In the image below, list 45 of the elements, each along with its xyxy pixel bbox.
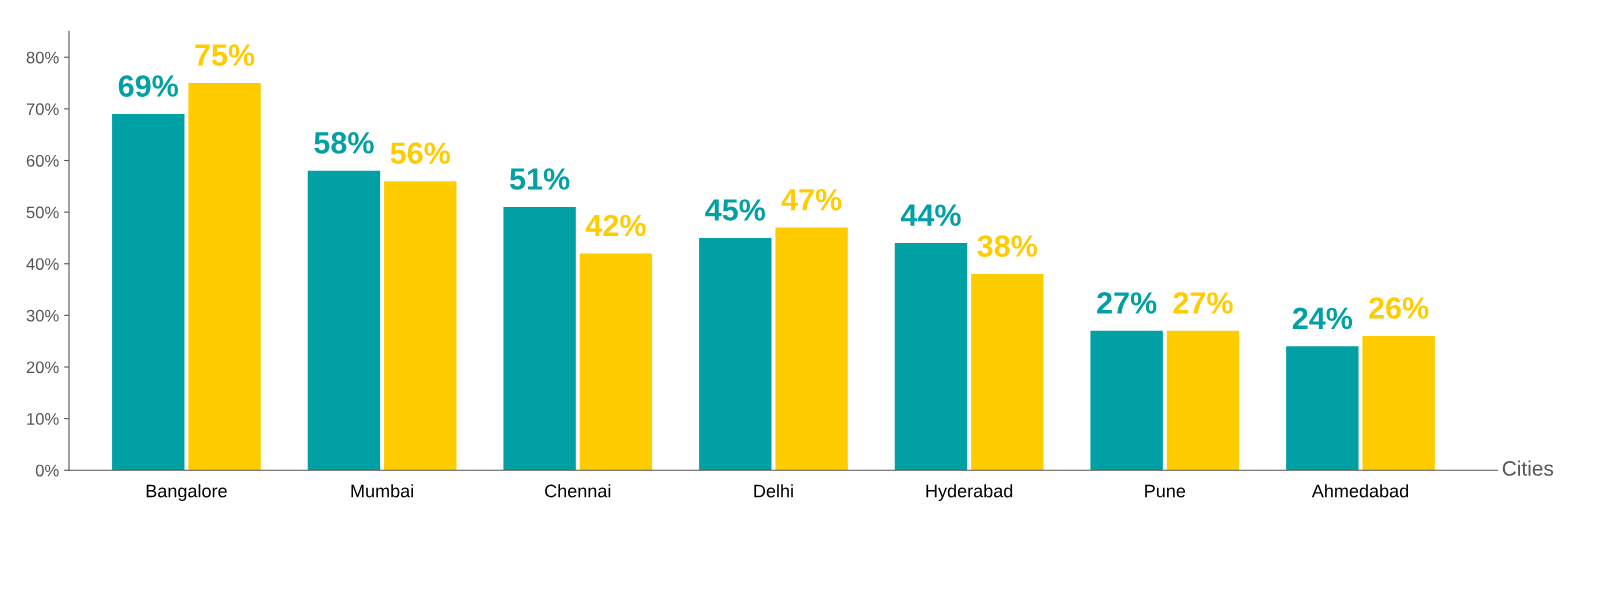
- bar: [775, 227, 848, 471]
- bar: [894, 243, 968, 471]
- data-label: 51%: [509, 168, 570, 190]
- bar: [1090, 330, 1163, 471]
- y-tick-label: 60%: [26, 154, 59, 167]
- y-tick-label: 40%: [26, 258, 59, 270]
- y-tick-label: 70%: [26, 103, 59, 116]
- y-tick-label: 50%: [26, 206, 59, 219]
- x-tick-label: Delhi: [754, 484, 793, 498]
- data-label: 42%: [585, 214, 646, 237]
- data-label: 24%: [1292, 307, 1353, 330]
- bar: [699, 237, 772, 471]
- x-tick-label: Chennai: [545, 484, 611, 498]
- data-label: 44%: [900, 204, 961, 226]
- x-tick-label: Pune: [1145, 484, 1186, 498]
- data-label: 26%: [1369, 297, 1429, 319]
- data-label: 27%: [1097, 292, 1157, 314]
- x-tick-label: Ahmedabad: [1311, 484, 1409, 498]
- bar: [384, 181, 457, 471]
- x-tick-label: Mumbai: [351, 484, 413, 498]
- bar: [307, 170, 381, 471]
- data-label: 47%: [781, 188, 842, 211]
- y-tick-label: 80%: [26, 51, 59, 64]
- bar: [971, 274, 1044, 471]
- bar: [188, 83, 261, 471]
- data-label: 45%: [705, 199, 766, 221]
- bar: [503, 206, 576, 471]
- y-tick-label: 20%: [26, 361, 59, 374]
- data-label: 56%: [390, 142, 451, 164]
- y-tick-label: 0%: [35, 464, 59, 477]
- data-label: 27%: [1173, 292, 1233, 314]
- bar: [579, 253, 653, 471]
- data-label: 58%: [314, 132, 374, 154]
- data-label: 38%: [977, 235, 1038, 257]
- bar: [1362, 336, 1435, 471]
- x-axis-title: Cities: [1502, 460, 1554, 476]
- y-tick-label: 10%: [27, 413, 59, 425]
- x-tick-label: Hyderabad: [926, 484, 1013, 501]
- bar: [112, 114, 185, 471]
- bar: [1286, 346, 1359, 471]
- bar: [1166, 330, 1240, 471]
- data-label: 75%: [195, 44, 255, 66]
- data-label: 69%: [118, 75, 179, 97]
- y-tick-label: 30%: [26, 309, 59, 322]
- x-tick-label: Bangalore: [146, 484, 227, 501]
